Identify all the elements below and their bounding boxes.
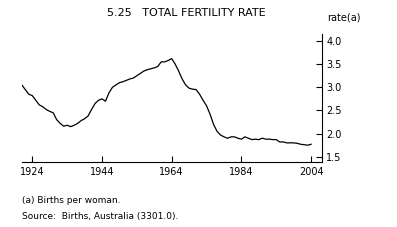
Text: (a) Births per woman.: (a) Births per woman. [22, 196, 120, 205]
Text: 5.25   TOTAL FERTILITY RATE: 5.25 TOTAL FERTILITY RATE [107, 8, 266, 18]
Text: Source:  Births, Australia (3301.0).: Source: Births, Australia (3301.0). [22, 212, 178, 221]
Text: rate(a): rate(a) [327, 13, 360, 23]
